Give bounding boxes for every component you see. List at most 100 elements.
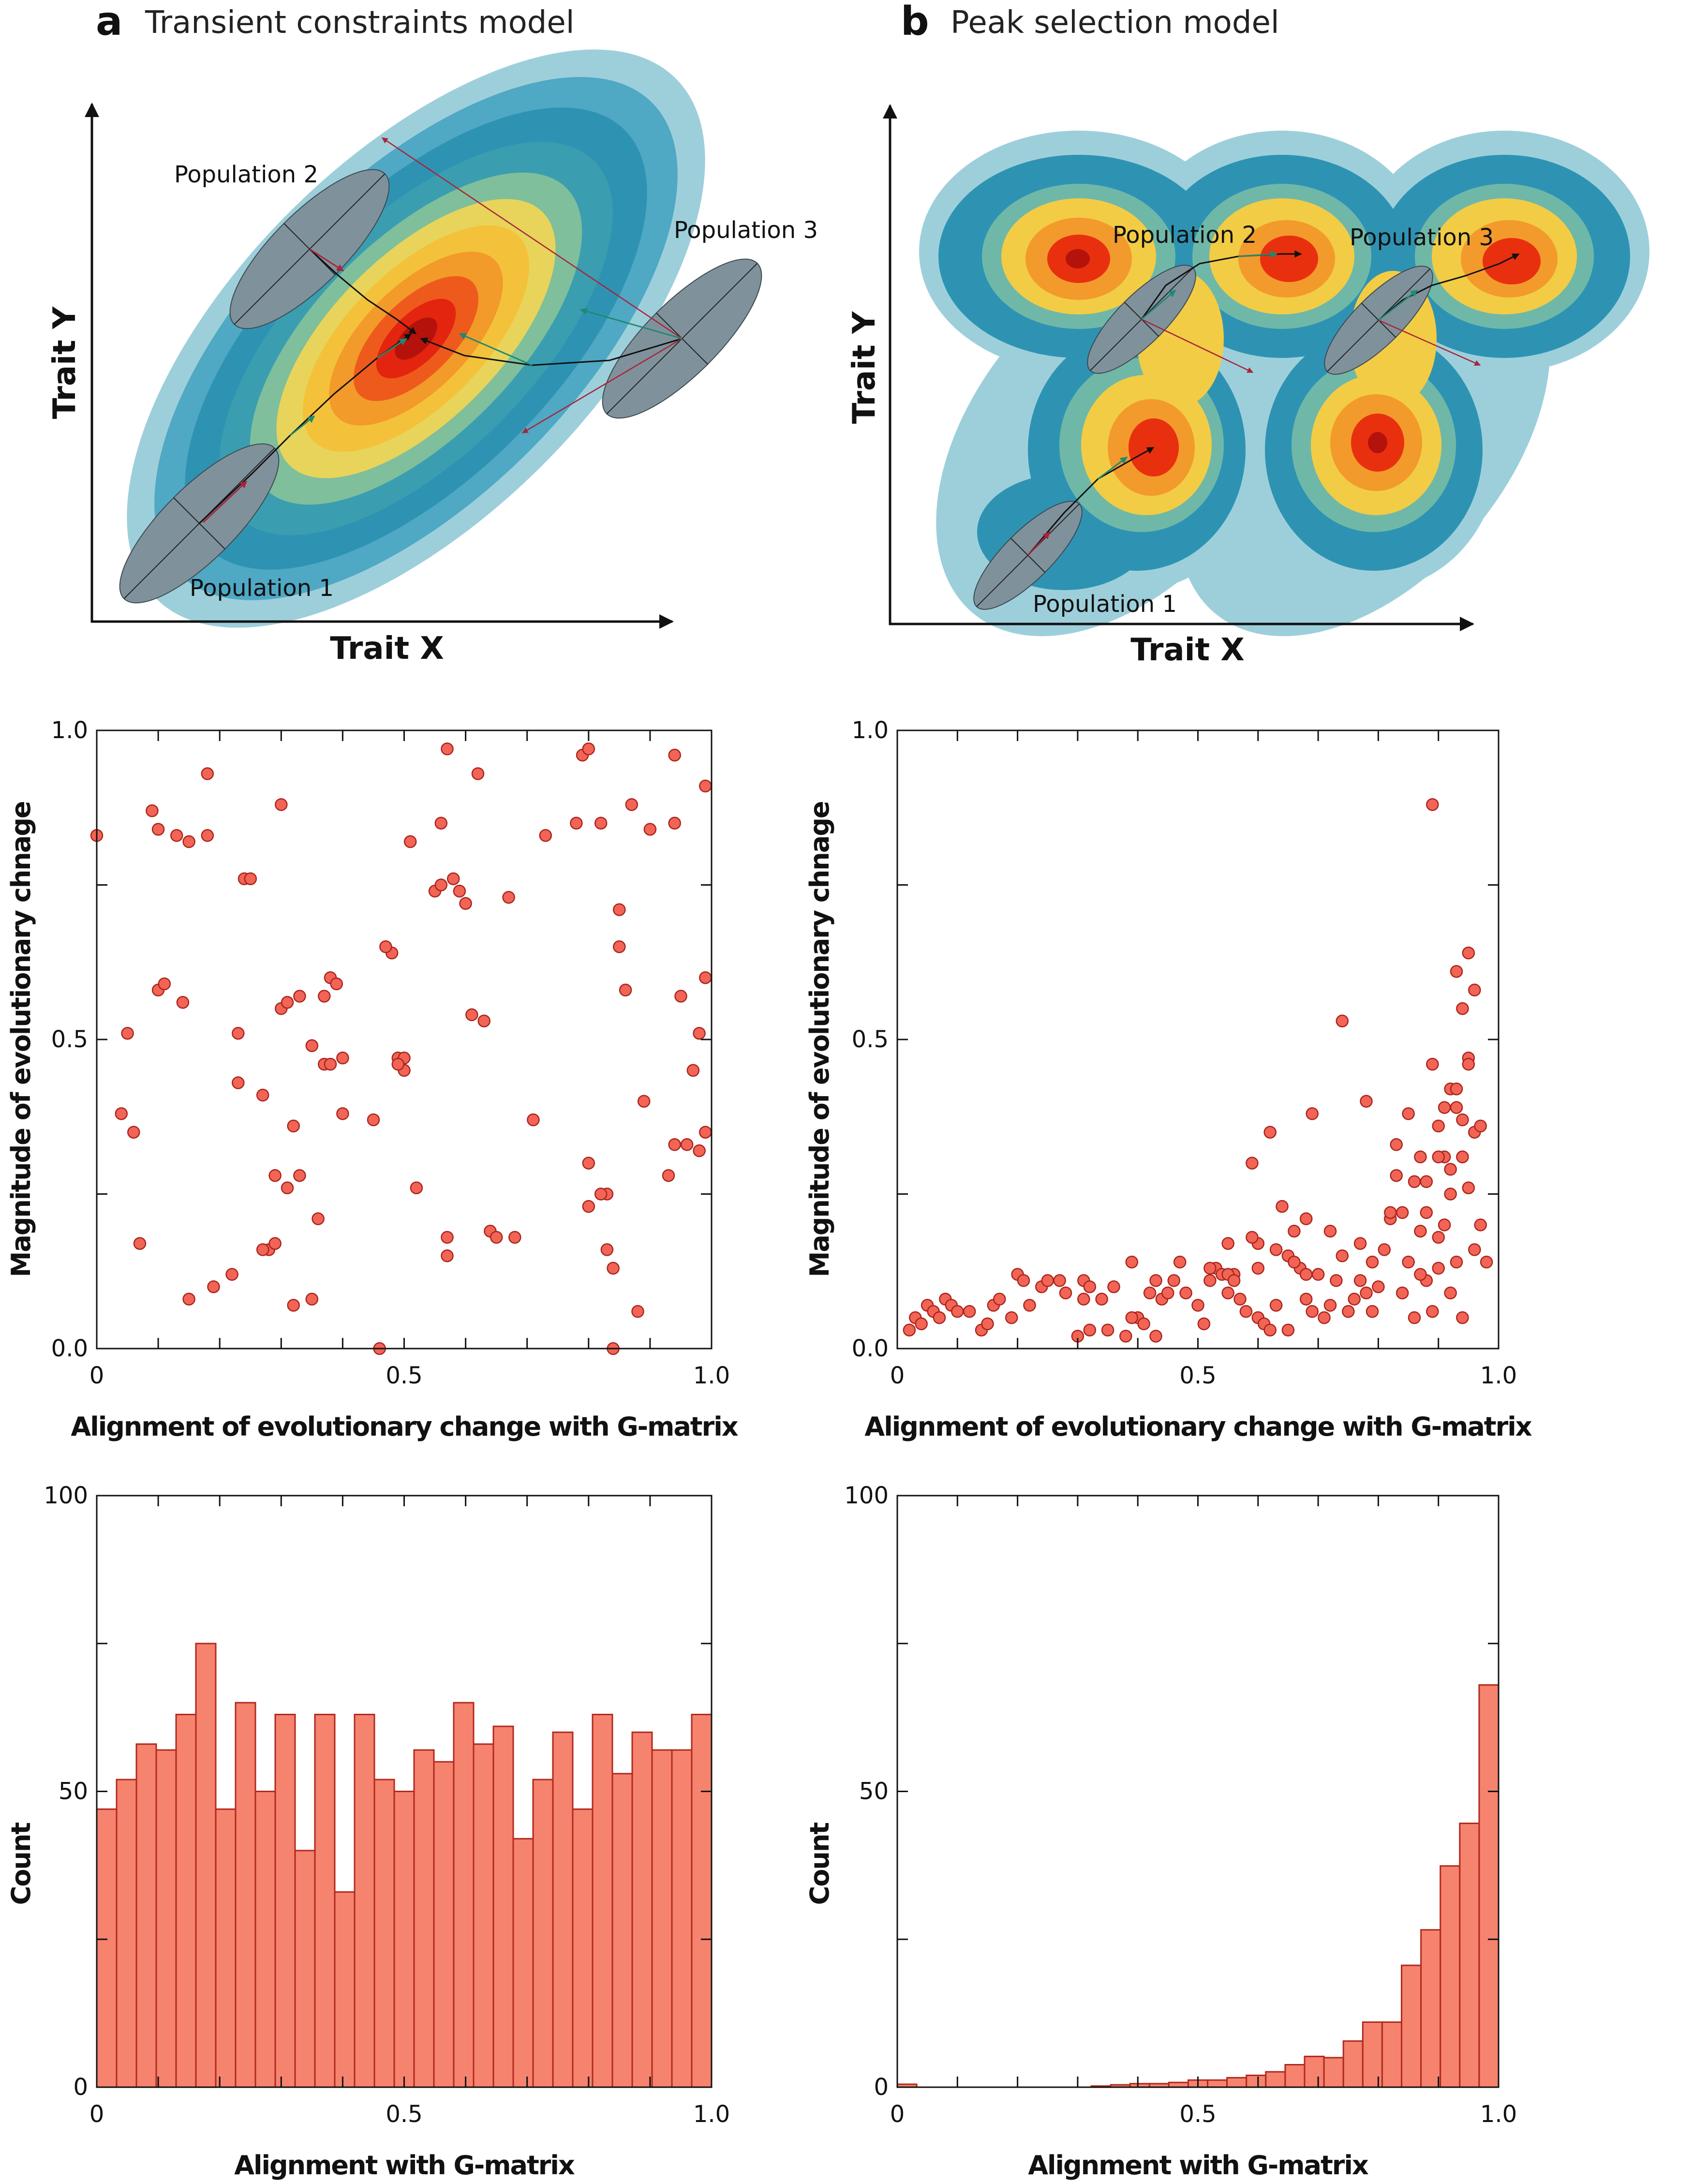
scatter-point <box>1263 1323 1277 1336</box>
scatter-point <box>1041 1274 1055 1287</box>
scatter-point <box>1191 1299 1204 1312</box>
histogram-bar <box>631 1731 653 2088</box>
scatter-point <box>1311 1268 1325 1281</box>
x-tick-label: 1.0 <box>1480 2101 1517 2128</box>
scatter-point <box>903 1323 916 1336</box>
scatter-point <box>465 1008 478 1022</box>
y-axis-title: Magnitude of evolutionary chnage <box>6 802 36 1277</box>
scatter-point <box>1390 1138 1403 1151</box>
scatter-point <box>434 878 448 891</box>
histogram-bar <box>592 1714 613 2088</box>
y-tick-label: 0 <box>874 2074 889 2101</box>
scatter-point <box>1456 1002 1469 1015</box>
scatter-point <box>1420 1206 1433 1219</box>
fitness-landscape-b <box>919 131 1649 637</box>
histogram-chart-a: 0 0.5 1.0 0 50 100 Alignment with G-matrix Coun… <box>6 1482 730 2181</box>
y-tick-label: 1.0 <box>51 717 88 744</box>
scatter-point <box>1462 1181 1475 1194</box>
histogram-bar <box>1207 2079 1228 2088</box>
histogram-bar <box>96 1808 118 2088</box>
scatter-point <box>244 872 257 885</box>
histogram-bar <box>314 1714 336 2088</box>
scatter-point <box>207 1280 220 1293</box>
y-axis-title: Magnitude of evolutionary chnage <box>804 802 835 1277</box>
scatter-point <box>1432 1231 1445 1244</box>
scatter-point <box>699 779 712 793</box>
population-1-label-a: Population 1 <box>190 575 334 602</box>
scatter-point <box>446 872 460 885</box>
scatter-point <box>1107 1280 1120 1293</box>
scatter-point <box>1227 1274 1241 1287</box>
histogram-bar <box>572 1808 594 2088</box>
scatter-point <box>1444 1286 1457 1300</box>
scatter-point <box>441 1231 454 1244</box>
histogram-bar <box>1459 1823 1480 2088</box>
scatter-point <box>281 996 294 1009</box>
population-2-label-a: Population 2 <box>174 161 318 188</box>
schematic-a-xlabel: Trait X <box>330 631 444 667</box>
scatter-point <box>256 1243 269 1256</box>
x-tick-label: 0.5 <box>1179 1362 1216 1389</box>
x-tick-label: 0.5 <box>1179 2101 1216 2128</box>
schematic-a-ylabel: Trait Y <box>47 306 83 419</box>
scatter-point <box>1390 1169 1403 1182</box>
panel-b-title: Peak selection model <box>951 5 1279 41</box>
y-tick-label: 0.5 <box>51 1026 88 1053</box>
scatter-point <box>668 748 681 762</box>
scatter-point <box>686 1064 700 1077</box>
scatter-point <box>1306 1107 1319 1120</box>
scatter-point <box>643 823 657 836</box>
scatter-point <box>915 1317 928 1331</box>
y-tick-label: 0 <box>73 2074 88 2101</box>
scatter-point <box>176 996 190 1009</box>
schematic-a: Trait X Trait Y Population 1 Population … <box>47 49 818 667</box>
histogram-bar <box>235 1702 256 2088</box>
scatter-point <box>1342 1305 1355 1318</box>
scatter-point <box>1462 1057 1475 1071</box>
scatter-point <box>1414 1224 1427 1238</box>
x-tick-label: 0 <box>890 1362 905 1389</box>
y-tick-label: 50 <box>59 1778 88 1805</box>
scatter-point <box>1360 1095 1373 1108</box>
scatter-point <box>1396 1286 1409 1300</box>
scatter-point <box>1246 1157 1259 1170</box>
scatter-point <box>1474 1119 1487 1133</box>
histogram-bar <box>215 1808 237 2088</box>
scatter-point <box>613 903 626 916</box>
scatter-point <box>1077 1292 1090 1306</box>
scatter-point <box>594 1187 608 1201</box>
histogram-bar <box>354 1714 375 2088</box>
scatter-point <box>1462 946 1475 960</box>
histogram-bar <box>651 1749 673 2088</box>
scatter-point <box>619 983 632 997</box>
scatter-point <box>1330 1274 1343 1287</box>
y-tick-label: 0.0 <box>852 1335 889 1362</box>
plot-frame <box>96 729 713 1350</box>
scatter-point <box>151 823 165 836</box>
scatter-point <box>1366 1305 1379 1318</box>
scatter-point <box>1053 1274 1066 1287</box>
trajectories-b <box>1027 250 1520 556</box>
population-3-label-a: Population 3 <box>674 217 818 244</box>
scatter-point <box>170 829 183 842</box>
scatter-point <box>1101 1323 1114 1336</box>
scatter-point <box>1432 1119 1445 1133</box>
scatter-point <box>268 1169 282 1182</box>
scatter-point <box>471 767 485 780</box>
scatter-point <box>225 1268 238 1281</box>
scatter-point <box>1456 1311 1469 1324</box>
scatter-point <box>693 1144 706 1158</box>
scatter-point <box>1269 1243 1283 1256</box>
scatter-point <box>121 1026 134 1040</box>
scatter-point <box>1288 1224 1301 1238</box>
scatter-point <box>1119 1330 1132 1343</box>
histogram-bar <box>1323 2057 1344 2088</box>
scatter-point <box>502 891 515 904</box>
scatter-point <box>1336 1249 1349 1262</box>
scatter-point <box>146 804 159 817</box>
y-tick-label: 100 <box>44 1482 88 1509</box>
histogram-bar <box>1342 2040 1364 2088</box>
histogram-bar <box>473 1743 494 2088</box>
scatter-point <box>182 1292 195 1306</box>
